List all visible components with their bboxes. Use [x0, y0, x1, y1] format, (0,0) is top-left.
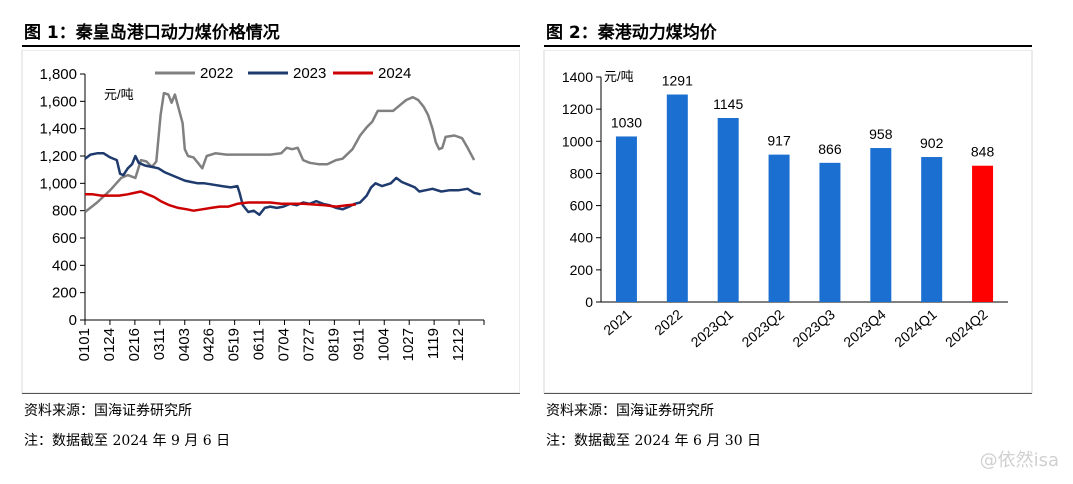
y-tick-label: 0 [69, 312, 77, 329]
x-tick-label: 0403 [176, 328, 193, 361]
x-tick-label: 2022 [651, 306, 685, 338]
x-tick-label: 2024Q2 [942, 306, 991, 350]
series-line-2024 [85, 190, 356, 212]
x-tick-label: 0727 [300, 328, 317, 361]
x-tick-label: 1004 [375, 328, 392, 361]
figure-2-bottom-rule [544, 393, 1032, 394]
y-tick-label: 200 [52, 285, 77, 302]
legend-label-2023: 2023 [293, 65, 326, 82]
x-tick-label: 2023Q4 [840, 306, 889, 350]
x-tick-label: 0704 [276, 328, 293, 361]
y-unit-label: 元/吨 [104, 87, 134, 102]
x-tick-label: 0101 [76, 328, 93, 361]
figure-1-note: 注：数据截至 2024 年 9 月 6 日 [24, 433, 231, 449]
bar-value-label: 1030 [611, 114, 642, 130]
bar-chart-average-price: 0 200 400 600 800 1000 1200 1400 元/吨 1030 2021 1291… [543, 50, 1033, 394]
series-line-2022 [84, 91, 476, 213]
figure-1-source: 资料来源：国海证券研究所 [24, 403, 192, 419]
x-tick-label: 0426 [201, 328, 218, 361]
x-tick-label: 0911 [350, 328, 367, 360]
legend-label-2022: 2022 [200, 65, 233, 82]
figure-1-top-rule [22, 45, 520, 47]
bar-2023Q3 [819, 162, 841, 302]
x-tick-label: 0519 [226, 328, 243, 361]
bar-value-label: 917 [767, 133, 791, 149]
x-tick-label: 2021 [600, 306, 634, 338]
bar-value-label: 1291 [662, 73, 693, 89]
y-tick-label: 800 [52, 203, 77, 220]
bar-2024Q2 [972, 165, 994, 302]
x-tick-label: 0819 [325, 328, 342, 361]
y-tick-label: 1,000 [39, 175, 77, 192]
legend-label-2024: 2024 [378, 65, 411, 82]
bar-value-label: 902 [920, 135, 944, 151]
watermark: @依然isa [979, 450, 1059, 471]
figure-2-source: 资料来源：国海证券研究所 [546, 403, 714, 419]
bar-2023Q4 [870, 148, 892, 302]
bar-value-label: 866 [818, 141, 842, 157]
x-tick-label: 2023Q1 [688, 306, 737, 350]
y-tick-label: 600 [52, 230, 77, 247]
figure-1-bottom-rule [22, 393, 520, 394]
bar-value-label: 848 [971, 144, 995, 160]
y-tick-label: 1200 [562, 101, 593, 117]
bar-value-label: 1145 [713, 96, 743, 112]
x-tick-label: 1212 [450, 328, 467, 361]
y-tick-label: 1400 [562, 69, 593, 85]
figure-2-top-rule [544, 45, 1032, 47]
x-tick-label: 2023Q2 [739, 306, 788, 350]
y-unit-label: 元/吨 [604, 69, 634, 84]
figure-2-title: 图 2：秦港动力煤均价 [546, 23, 717, 43]
figure-2-note: 注：数据截至 2024 年 6 月 30 日 [546, 433, 762, 449]
y-tick-label: 800 [570, 165, 594, 181]
y-tick-label: 1,400 [39, 121, 77, 138]
bar-2021 [615, 136, 637, 302]
y-tick-label: 400 [52, 257, 77, 274]
bar-2024Q1 [921, 157, 943, 302]
x-tick-label: 0216 [126, 328, 143, 361]
y-tick-label: 1,800 [39, 66, 77, 83]
x-tick-label: 2023Q3 [789, 306, 838, 350]
series-line-2023 [84, 152, 481, 217]
x-tick-label: 0611 [251, 328, 268, 360]
x-tick-label: 1027 [400, 328, 417, 361]
bar-2022 [666, 94, 688, 302]
y-tick-label: 600 [570, 198, 594, 214]
x-tick-label: 0311 [151, 328, 168, 360]
line-chart-coal-price: 0 200 400 600 800 1,000 1,200 1,400 1,600 1,800 01… [21, 50, 520, 394]
y-tick-label: 1,200 [39, 148, 77, 165]
x-tick-label: 1119 [425, 328, 442, 359]
y-tick-label: 1000 [562, 133, 593, 149]
bar-2023Q1 [717, 117, 739, 302]
figure-1-title: 图 1：秦皇岛港口动力煤价格情况 [24, 23, 280, 43]
y-tick-label: 1,600 [39, 93, 77, 110]
bar-value-label: 958 [869, 126, 893, 142]
x-tick-label: 0124 [101, 328, 118, 361]
bar-2023Q2 [768, 154, 790, 302]
y-tick-label: 400 [570, 230, 594, 246]
y-tick-label: 0 [585, 294, 593, 310]
x-tick-label: 2024Q1 [891, 306, 940, 350]
chart1-frame [21, 50, 520, 394]
y-tick-label: 200 [570, 262, 594, 278]
